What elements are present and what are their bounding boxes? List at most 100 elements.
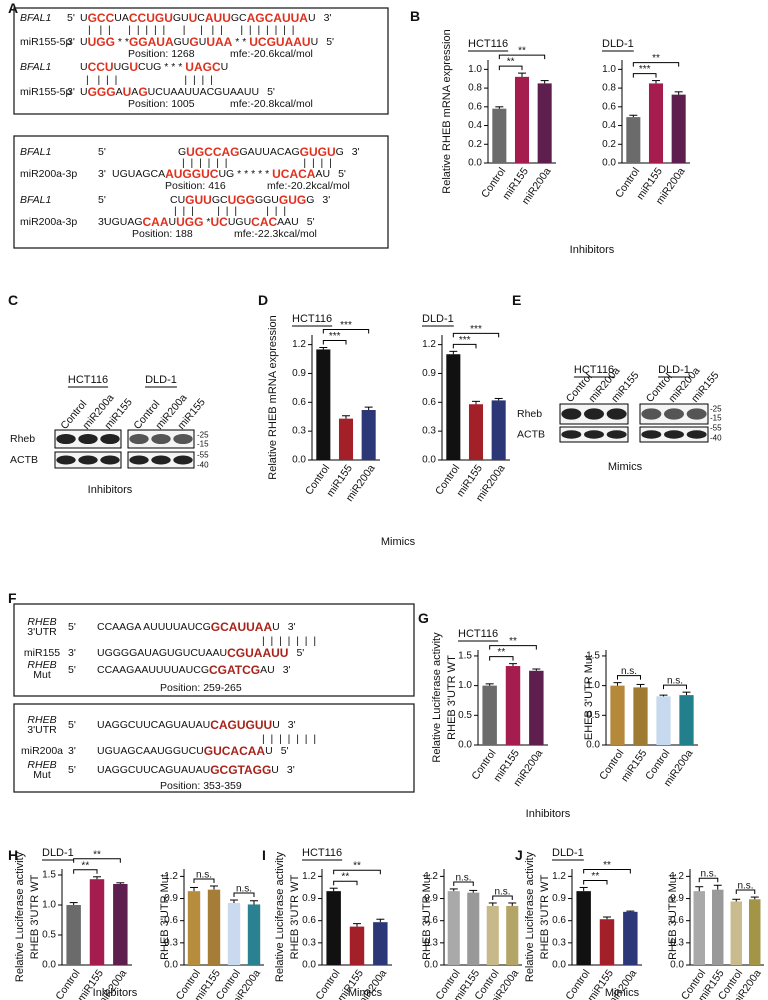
significance-label: ** <box>93 849 101 860</box>
sequence: CCAAGAAUUUUAUCGCGATCGAU 3' <box>97 663 291 677</box>
sequence: GUGCCAGGAUUACAGGUGUG 3' <box>178 145 360 159</box>
sequence-name: RHEB <box>27 616 56 628</box>
base-pair-bonds: | | | | | | | | <box>86 74 213 86</box>
y-tick-label: 1.2 <box>670 871 684 882</box>
panel-label: I <box>262 847 266 863</box>
x-axis-label: Mimics <box>381 536 416 548</box>
blot-band <box>129 433 149 445</box>
matched-bases: GCGTAGG <box>210 763 271 777</box>
bases: A <box>116 86 123 98</box>
y-tick-label: 1.0 <box>586 680 600 691</box>
bar <box>66 905 81 965</box>
bases: U <box>311 36 319 48</box>
y-tick-label: 0.0 <box>424 960 438 971</box>
bases: GAUUACAG <box>240 146 300 158</box>
sequence: CCAAGA AUUUUAUCGGCAUUAAU 3' <box>97 620 296 634</box>
bases: GU <box>173 12 189 24</box>
sequence-name: RHEB <box>27 714 56 726</box>
mfe: mfe:-20.6kcal/mol <box>230 48 313 60</box>
significance-bracket <box>498 65 523 71</box>
blot-band <box>664 408 684 420</box>
y-axis-label: Relative Luciferase activity <box>274 851 286 982</box>
significance-label: ** <box>652 53 660 64</box>
prime-end: 3' <box>68 745 76 757</box>
bases: GC <box>231 12 247 24</box>
matched-bases: GGG <box>88 85 116 99</box>
y-tick-label: 0.6 <box>552 915 566 926</box>
significance-label: *** <box>639 64 651 75</box>
position: Position: 1268 <box>128 48 195 60</box>
bases: * * <box>232 36 249 48</box>
significance-label: ** <box>509 636 517 647</box>
sequence-name: miR200a-3p <box>20 216 77 228</box>
chart-title: HCT116 <box>458 628 498 640</box>
blot-band <box>641 430 662 439</box>
bar <box>506 905 519 965</box>
prime-end: 3' <box>352 146 360 158</box>
bar <box>671 94 686 163</box>
matched-bases: CGATCG <box>209 663 260 677</box>
bar <box>537 83 552 163</box>
significance-bracket <box>452 332 500 338</box>
bases: U <box>80 12 88 24</box>
y-tick-label: 0.6 <box>422 397 436 408</box>
x-axis-label: Inhibitors <box>88 484 133 496</box>
bases: UAGGCUUCAGUAUAU <box>97 719 210 731</box>
matched-bases: AGCAUUA <box>247 11 309 25</box>
significance-label: ** <box>341 872 349 883</box>
y-tick-label: 0.0 <box>670 960 684 971</box>
bases: UGUAGCAAUGGUCU <box>97 745 204 757</box>
y-axis-label: RHEB 3'UTR Mut <box>667 874 679 960</box>
y-axis-label: RHEB 3'UTR WT <box>29 874 41 959</box>
prime-end: 3' <box>98 216 106 228</box>
significance-bracket <box>735 889 756 895</box>
bases: U <box>265 745 273 757</box>
significance-bracket <box>322 329 370 334</box>
blot-band <box>151 433 171 445</box>
significance-label: n.s. <box>455 872 471 883</box>
bar <box>247 904 261 965</box>
y-axis-label: RHEB 3'UTR Mut <box>159 874 171 960</box>
cell-line-label: HCT116 <box>574 364 614 376</box>
matched-bases: U <box>129 60 138 74</box>
significance-label: ** <box>603 860 611 871</box>
sequence: UGCCUACCUGUGUUCAUUGCAGCAUUAU 3' <box>80 11 331 25</box>
y-tick-label: 0.2 <box>468 139 482 150</box>
significance-label: *** <box>470 324 482 335</box>
matched-bases: CAA <box>143 215 169 229</box>
matched-bases: UGG <box>228 193 255 207</box>
panel-label: D <box>258 292 268 308</box>
significance-label: n.s. <box>700 869 716 880</box>
y-tick-label: 0.9 <box>302 893 316 904</box>
y-tick-label: 1.5 <box>586 650 600 661</box>
blot-band <box>606 408 627 420</box>
blot-band <box>56 455 76 465</box>
bases: U <box>221 61 229 73</box>
cell-line-label: DLD-1 <box>145 374 177 386</box>
chart-title: HCT116 <box>292 313 332 325</box>
bar <box>491 400 506 460</box>
y-tick-label: 0.6 <box>670 915 684 926</box>
sequence-name: miR155-5p <box>20 86 72 98</box>
blot-band <box>151 455 171 465</box>
prime-end: 5' <box>67 12 75 24</box>
position: Position: 1005 <box>128 98 195 110</box>
cell-line-label: DLD-1 <box>658 364 690 376</box>
blot-band <box>78 455 98 465</box>
matched-bases: AUGGUC <box>165 167 219 181</box>
matched-bases: G <box>189 35 198 49</box>
bases: A <box>131 86 138 98</box>
y-tick-label: 0.9 <box>292 368 306 379</box>
y-tick-label: 0.3 <box>292 426 306 437</box>
alignment-box <box>13 703 415 793</box>
row-label: ACTB <box>10 454 38 466</box>
base-pair-bonds: | | | | | | | <box>262 733 316 745</box>
bar <box>467 892 480 965</box>
y-axis-label: EHEB 3'UTR Mut <box>583 655 595 740</box>
y-tick-label: 0.5 <box>586 710 600 721</box>
y-tick-label: 0.6 <box>292 397 306 408</box>
matched-bases: CAC <box>251 215 277 229</box>
significance-label: n.s. <box>494 886 510 897</box>
y-tick-label: 1.2 <box>292 339 306 350</box>
significance-label: ** <box>353 861 361 872</box>
